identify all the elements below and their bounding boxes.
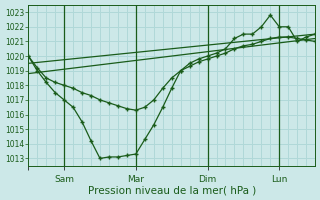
X-axis label: Pression niveau de la mer( hPa ): Pression niveau de la mer( hPa ) — [88, 185, 256, 195]
